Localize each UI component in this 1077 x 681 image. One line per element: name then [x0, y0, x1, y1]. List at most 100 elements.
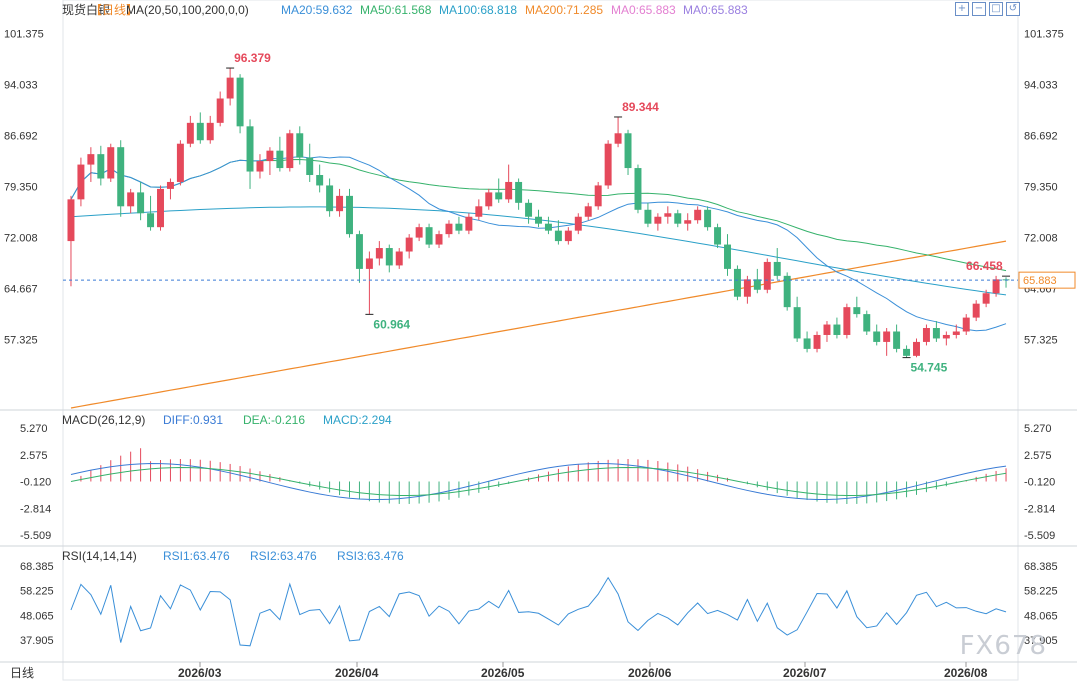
candle-body [67, 199, 75, 242]
annotation-label: 54.745 [911, 361, 948, 375]
candle-body [893, 331, 901, 349]
candle-body [296, 133, 304, 158]
candle-body [694, 209, 702, 221]
candle-body [465, 216, 473, 231]
ma-settings-label: MA(20,50,100,200,0,0) [126, 3, 249, 17]
annotation-label: 96.379 [234, 51, 271, 65]
candle-body [714, 227, 722, 245]
price-tick-label: 64.667 [4, 284, 38, 296]
candle-body [515, 181, 523, 203]
candle-body [485, 192, 493, 207]
candle-body [306, 157, 314, 176]
rsi-settings-label: RSI(14,14,14) [62, 549, 137, 563]
macd-tick-label: 2.575 [1024, 450, 1052, 462]
candle-body [206, 122, 214, 141]
candle-body [614, 133, 622, 144]
zoom-out-icon[interactable]: − [972, 2, 986, 16]
candle-body [246, 126, 254, 172]
candle-body [97, 154, 105, 179]
price-tick-label: 86.692 [4, 130, 38, 142]
candle-body [336, 195, 344, 212]
candle-body [913, 341, 920, 356]
candle-body [942, 334, 950, 339]
candle-body [982, 293, 990, 304]
candle-body [654, 216, 662, 224]
macd-settings-label: MACD(26,12,9) [62, 413, 145, 427]
x-tick-label: 2026/03 [178, 666, 222, 680]
macd-tick-label: -5.509 [1024, 530, 1055, 542]
macd-dea-value: DEA:-0.216 [243, 413, 305, 427]
candle-body [564, 230, 572, 242]
candle-body [226, 77, 234, 99]
fit-icon[interactable]: □ [989, 2, 1003, 16]
rsi-line [70, 576, 1007, 647]
candle-body [256, 161, 264, 172]
price-tick-label: 101.375 [4, 28, 44, 40]
candle-body [843, 307, 851, 335]
candle-body [644, 209, 652, 224]
candle-body [405, 237, 413, 252]
ma0-value: MA0:65.883 [683, 3, 748, 17]
candle-body [674, 213, 682, 224]
x-tick-label: 2026/05 [481, 666, 525, 680]
reset-icon[interactable]: ↺ [1006, 2, 1020, 16]
rsi-tick-label: 48.065 [20, 610, 54, 622]
zoom-in-icon[interactable]: + [955, 2, 969, 16]
candle-body [783, 275, 791, 308]
macd-tick-label: -2.814 [1024, 503, 1055, 515]
ma0-value: MA0:65.883 [611, 3, 676, 17]
ma20-value: MA20:59.632 [281, 3, 353, 17]
price-tick-label: 86.692 [1024, 130, 1058, 142]
rsi-tick-label: 58.225 [20, 586, 54, 598]
header-title: 现货白银 [62, 2, 110, 17]
x-tick-label: 2026/08 [944, 666, 988, 680]
rsi-tick-label: 37.905 [1024, 635, 1058, 647]
candle-body [385, 248, 393, 266]
candle-body [107, 147, 115, 179]
macd-tick-label: -2.814 [20, 503, 51, 515]
x-tick-label: 2026/07 [783, 666, 827, 680]
price-tick-label: 79.350 [4, 181, 38, 193]
candle-body [544, 223, 552, 231]
price-tick-label: 57.325 [1024, 335, 1058, 347]
candle-body [365, 258, 373, 269]
x-tick-label: 2026/06 [628, 666, 672, 680]
candle-body [137, 192, 145, 214]
period-selector[interactable]: 日线 [10, 666, 35, 680]
header-period: 【日线】 [90, 3, 138, 17]
macd-tick-label: 5.270 [20, 423, 48, 435]
candle-body [316, 175, 324, 186]
candle-body [873, 331, 881, 342]
candle-body [932, 328, 940, 339]
candle-body [286, 133, 294, 169]
plot-frame [62, 0, 1019, 681]
candle-body [445, 223, 453, 235]
candle-body [166, 181, 174, 189]
price-tick-label: 72.008 [4, 233, 38, 245]
ma50-value: MA50:61.568 [360, 3, 432, 17]
candle-body [495, 192, 503, 200]
candle-body [704, 209, 712, 228]
annotation-label: 89.344 [622, 100, 659, 114]
candle-body [435, 234, 443, 245]
candle-body [395, 251, 403, 266]
candle-body [743, 279, 751, 297]
candle-body [266, 150, 274, 162]
ma20-line [70, 156, 1007, 332]
candle-body [326, 185, 334, 212]
candle-body [77, 164, 85, 200]
price-tick-label: 79.350 [1024, 181, 1058, 193]
candle-body [992, 279, 1000, 294]
candle-body [733, 268, 741, 297]
candle-body [425, 227, 433, 245]
macd-tick-label: 5.270 [1024, 423, 1052, 435]
candle-body [127, 192, 135, 207]
candle-body [236, 77, 244, 127]
candle-body [793, 307, 801, 339]
candle-body [276, 150, 284, 169]
candle-body [962, 317, 970, 332]
candle-body [216, 98, 224, 123]
candle-body [535, 216, 542, 224]
candle-body [375, 248, 383, 259]
